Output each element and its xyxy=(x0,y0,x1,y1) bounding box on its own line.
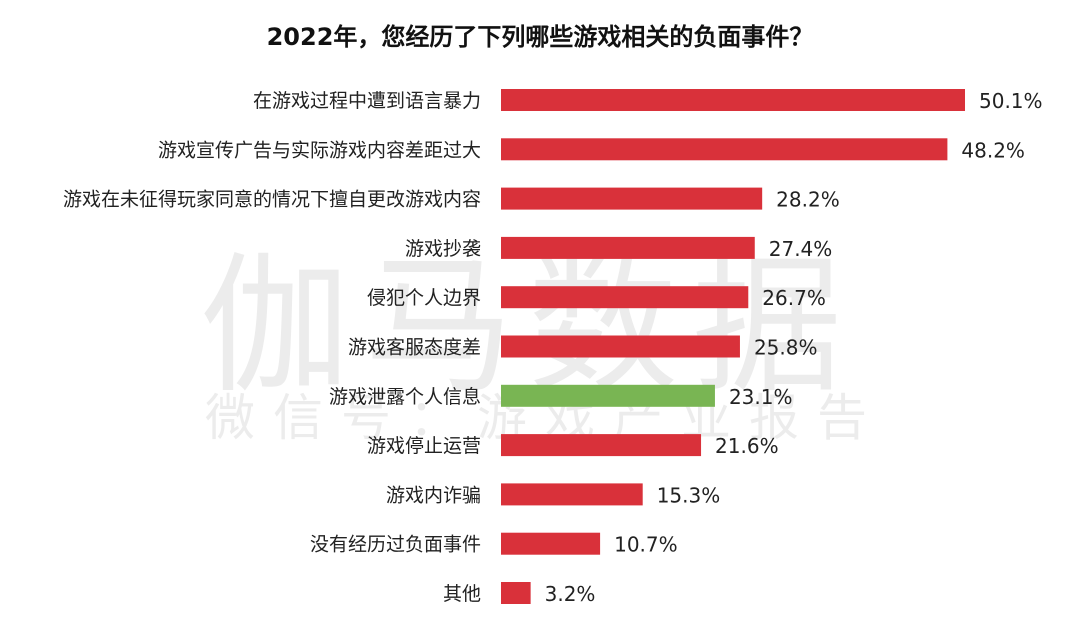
chart-title: 2022年，您经历了下列哪些游戏相关的负面事件？ xyxy=(267,23,814,51)
category-label: 在游戏过程中遭到语言暴力 xyxy=(253,90,481,112)
bar xyxy=(501,236,755,259)
category-label: 其他 xyxy=(443,583,481,605)
category-label: 游戏客服态度差 xyxy=(348,337,481,359)
bar xyxy=(501,138,948,161)
bar xyxy=(501,434,702,457)
value-label: 3.2% xyxy=(545,582,596,606)
category-label: 游戏抄袭 xyxy=(405,238,481,260)
category-label: 游戏在未征得玩家同意的情况下擅自更改游戏内容 xyxy=(63,189,481,211)
bar xyxy=(501,335,740,358)
value-label: 26.7% xyxy=(762,286,826,310)
value-label: 10.7% xyxy=(614,533,678,557)
value-label: 25.8% xyxy=(754,336,818,360)
value-label: 27.4% xyxy=(769,237,833,261)
category-label: 没有经历过负面事件 xyxy=(310,534,481,556)
bar xyxy=(501,187,763,210)
bar xyxy=(501,89,965,111)
category-label: 侵犯个人边界 xyxy=(367,287,481,309)
value-label: 23.1% xyxy=(729,385,793,409)
category-label: 游戏宣传广告与实际游戏内容差距过大 xyxy=(158,139,481,161)
value-label: 21.6% xyxy=(715,434,779,458)
bars-group: 在游戏过程中遭到语言暴力 50.1% 游戏宣传广告与实际游戏内容差距过大 48.2% 游… xyxy=(63,89,1043,606)
category-label: 游戏泄露个人信息 xyxy=(329,386,481,408)
bar xyxy=(501,286,749,309)
bar xyxy=(501,384,715,407)
bar xyxy=(501,483,643,506)
category-label: 游戏内诈骗 xyxy=(386,484,481,506)
value-label: 50.1% xyxy=(979,89,1043,113)
bar xyxy=(501,532,601,555)
bar xyxy=(501,582,531,604)
category-label: 游戏停止运营 xyxy=(367,435,481,457)
value-label: 28.2% xyxy=(776,188,840,212)
value-label: 48.2% xyxy=(961,138,1025,162)
value-label: 15.3% xyxy=(657,483,721,507)
